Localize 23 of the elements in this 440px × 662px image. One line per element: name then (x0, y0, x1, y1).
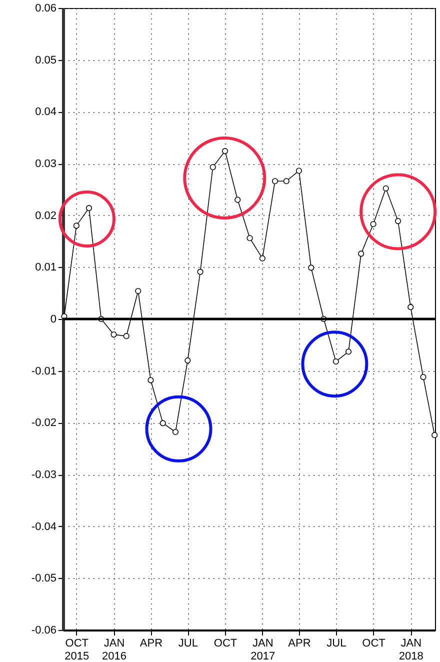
y-tick-label: 0.03 (35, 158, 56, 170)
y-tick-label: 0 (50, 314, 56, 326)
y-tick-label: -0.04 (31, 520, 56, 533)
x-tick-label: OCT 2015 (64, 638, 90, 662)
y-tick-label: -0.03 (31, 469, 56, 481)
y-tick-label: -0.01 (31, 365, 56, 378)
y-tick-label: 0.05 (35, 54, 56, 66)
y-tick-label: -0.06 (31, 624, 56, 636)
y-tick-label: 0.04 (35, 106, 56, 118)
x-tick-label: JAN 2017 (250, 638, 276, 662)
x-tick-label: APR (288, 638, 311, 650)
y-tick-label: -0.02 (31, 417, 56, 430)
x-tick-label: JAN 2016 (102, 638, 127, 662)
x-tick-label: JAN 2018 (398, 638, 424, 662)
y-tick-label: 0.02 (35, 210, 56, 222)
x-tick-label: JUL (326, 638, 346, 650)
x-tick-label: OCT (362, 638, 386, 650)
y-tick-label: 0.01 (35, 262, 56, 274)
y-tick-label: -0.05 (31, 572, 56, 585)
x-tick-label: JUL (178, 638, 198, 650)
x-tick-label: APR (140, 638, 163, 650)
x-tick-label: OCT (214, 638, 238, 650)
y-tick-label: 0.06 (35, 2, 56, 14)
